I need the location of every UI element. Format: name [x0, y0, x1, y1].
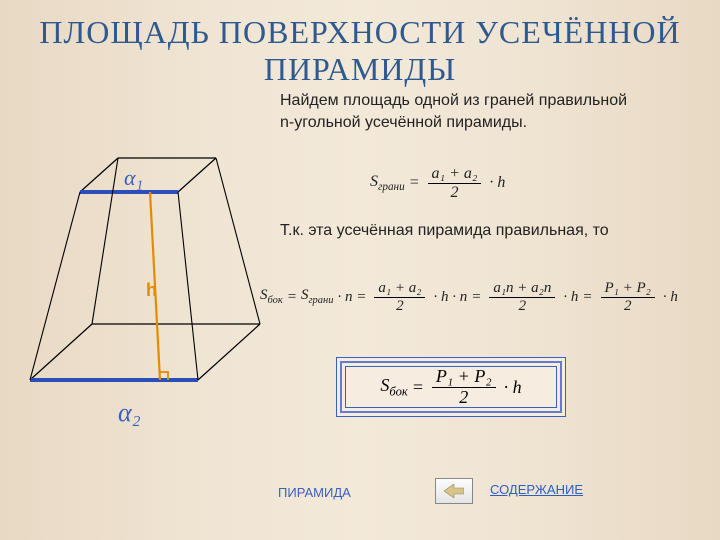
label-a2: α₂	[118, 398, 141, 428]
formula-result-box: Sбок = P₁ + P₂2 · h	[336, 357, 566, 417]
paragraph-2: Т.к. эта усечённая пирамида правильная, …	[280, 220, 620, 242]
page-title: ПЛОЩАДЬ ПОВЕРХНОСТИ УСЕЧЁННОЙ ПИРАМИДЫ	[0, 0, 720, 88]
contents-link[interactable]: СОДЕРЖАНИЕ	[490, 482, 583, 497]
formula-lateral-chain: Sбок = Sграни · n = a₁ + a₂2 · h · n = a…	[260, 280, 678, 314]
content-stage: α₁ α₂ h Найдем площадь одной из граней п…	[0, 90, 720, 510]
frustum-diagram: α₁ α₂ h	[20, 150, 270, 450]
paragraph-1: Найдем площадь одной из граней правильно…	[280, 90, 630, 133]
label-a1: α₁	[124, 165, 143, 191]
back-arrow-icon	[444, 484, 464, 498]
label-h: h	[146, 280, 157, 301]
back-button[interactable]	[435, 478, 473, 504]
footer-label: ПИРАМИДА	[278, 485, 351, 500]
formula-face-area: Sграни = a₁ + a₂2 · h	[370, 165, 505, 201]
